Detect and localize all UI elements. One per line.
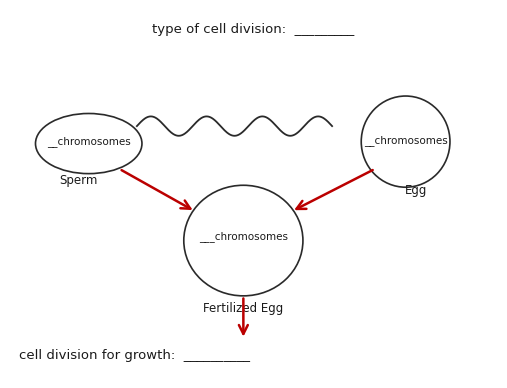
Text: Egg: Egg (405, 184, 427, 197)
Text: ___chromosomes: ___chromosomes (199, 231, 288, 242)
Ellipse shape (184, 185, 303, 296)
Ellipse shape (361, 96, 450, 187)
Ellipse shape (35, 113, 142, 174)
Text: Fertilized Egg: Fertilized Egg (203, 302, 283, 315)
Text: type of cell division:  _________: type of cell division: _________ (153, 23, 354, 36)
Text: cell division for growth:  __________: cell division for growth: __________ (19, 348, 250, 362)
Text: __chromosomes: __chromosomes (364, 135, 448, 146)
Text: __chromosomes: __chromosomes (47, 136, 131, 147)
Text: Sperm: Sperm (59, 174, 98, 187)
